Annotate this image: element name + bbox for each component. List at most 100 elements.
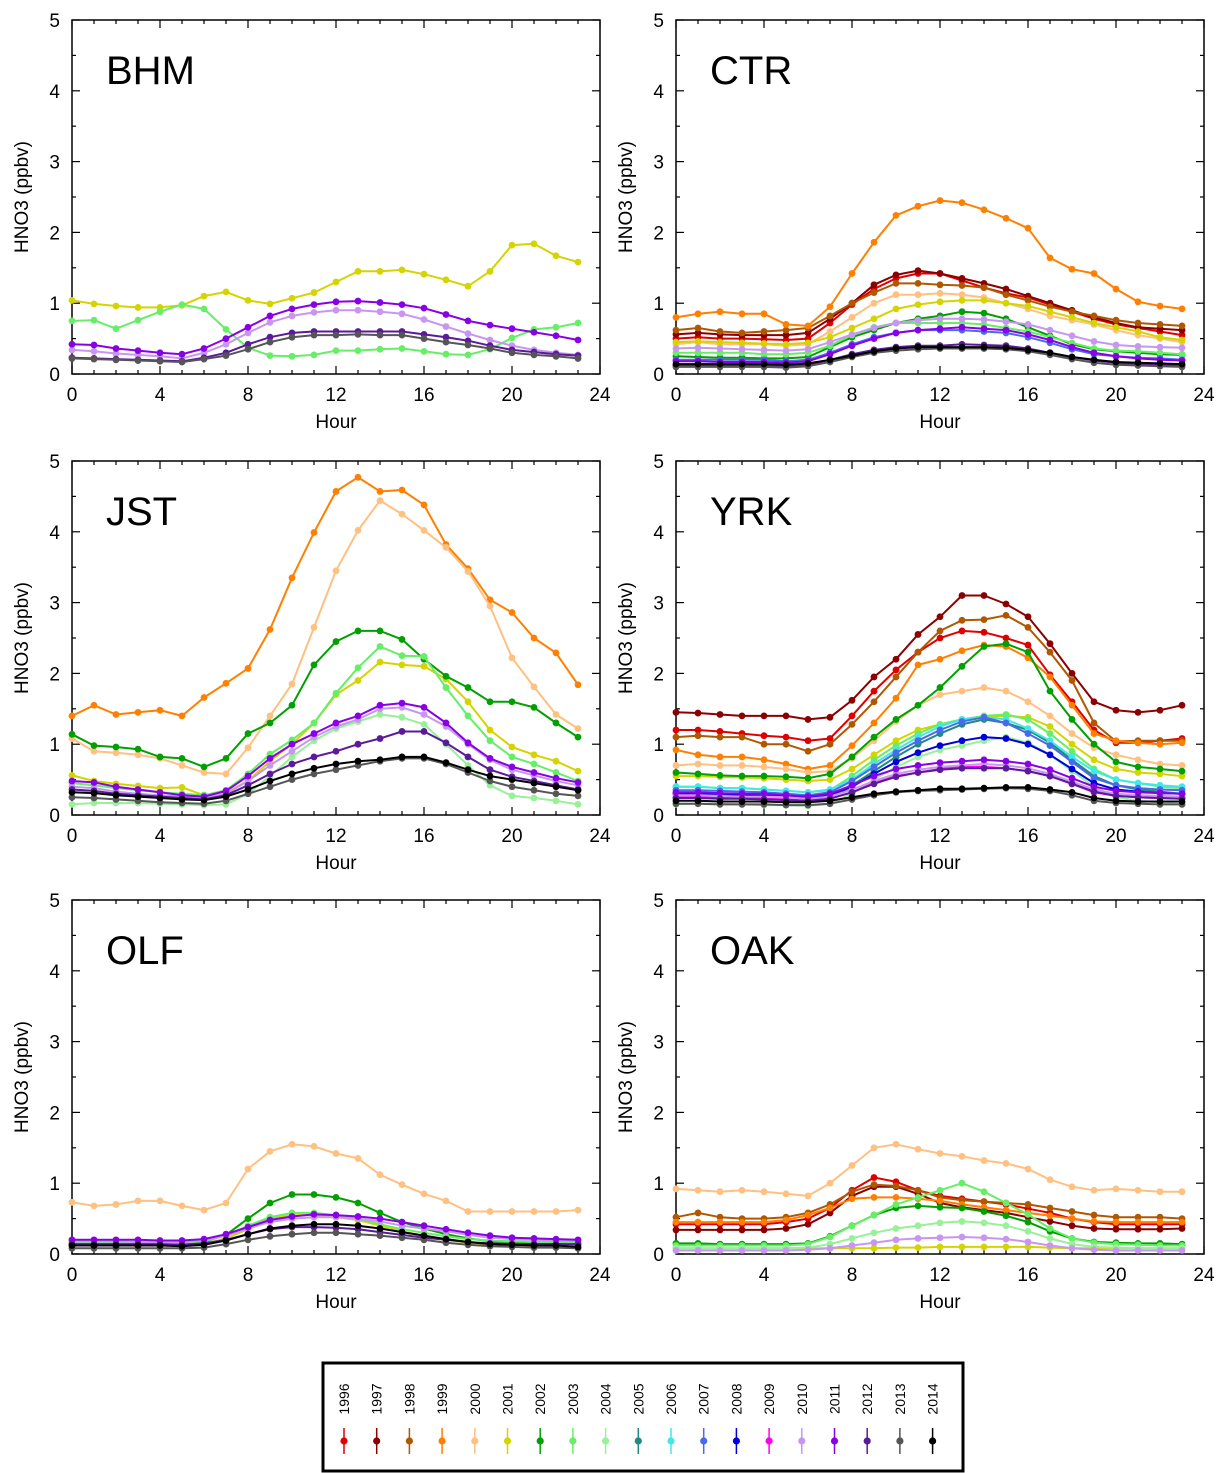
data-point	[980, 643, 988, 650]
data-point	[1024, 783, 1032, 791]
data-point	[332, 306, 340, 314]
x-tick-label: 24	[589, 385, 611, 406]
data-point	[442, 684, 450, 691]
data-point	[508, 325, 516, 333]
data-point	[1068, 670, 1076, 677]
data-point	[1112, 1213, 1120, 1221]
data-point	[826, 328, 834, 335]
series-line	[675, 299, 1183, 346]
data-point	[848, 270, 856, 277]
series-line	[676, 347, 1183, 369]
data-point	[782, 361, 790, 369]
data-point	[870, 687, 878, 695]
data-point	[694, 732, 702, 740]
data-point	[672, 746, 680, 754]
data-point	[1090, 319, 1098, 327]
data-point	[266, 626, 274, 633]
data-point	[134, 793, 142, 800]
data-point	[398, 266, 406, 274]
data-point	[1090, 740, 1098, 748]
x-tick-label: 24	[589, 826, 611, 847]
data-point	[672, 360, 680, 368]
data-point	[222, 352, 230, 359]
data-point	[398, 753, 406, 761]
data-point	[870, 1174, 878, 1181]
data-point	[1068, 758, 1076, 766]
data-point	[760, 732, 768, 740]
data-point	[1002, 634, 1010, 642]
data-point	[1046, 1204, 1054, 1212]
data-point	[354, 757, 362, 765]
data-point	[1112, 341, 1120, 349]
data-point	[1046, 1218, 1054, 1225]
data-point	[1156, 1213, 1164, 1221]
x-tick-label: 4	[155, 1265, 166, 1286]
data-point	[958, 718, 966, 725]
data-point	[222, 679, 230, 687]
data-point	[760, 1247, 768, 1254]
data-point	[90, 355, 98, 363]
site-label: OLF	[106, 929, 184, 973]
data-point	[90, 1242, 98, 1249]
data-point	[980, 684, 988, 691]
y-tick-label: 5	[653, 891, 664, 912]
data-point	[90, 799, 98, 807]
data-point	[1024, 1165, 1032, 1173]
data-point	[354, 664, 362, 672]
legend-swatch-dot	[700, 1437, 708, 1445]
data-point	[716, 762, 724, 769]
data-point	[112, 1242, 120, 1249]
data-point	[738, 339, 746, 347]
data-point	[464, 568, 472, 575]
data-point	[222, 1237, 230, 1244]
data-point	[376, 497, 384, 505]
x-tick-label: 16	[1017, 826, 1038, 847]
data-point	[738, 1247, 746, 1254]
data-point	[716, 1218, 724, 1226]
data-point	[804, 345, 812, 353]
data-point	[1002, 1243, 1010, 1251]
series-2002	[68, 627, 582, 771]
data-point	[376, 308, 384, 316]
x-tick-label: 0	[67, 826, 78, 847]
data-point	[958, 592, 966, 599]
data-point	[376, 658, 384, 666]
data-point	[1002, 285, 1010, 293]
data-point	[244, 665, 252, 672]
data-point	[1156, 1225, 1164, 1233]
series-line	[675, 272, 1183, 341]
data-point	[222, 335, 230, 342]
data-point	[870, 238, 878, 246]
data-point	[442, 333, 450, 341]
data-point	[244, 772, 252, 780]
data-point	[694, 770, 702, 778]
legend-item-2013: 2013	[892, 1383, 908, 1454]
data-point	[1178, 701, 1186, 709]
data-point	[90, 779, 98, 786]
data-point	[222, 288, 230, 296]
data-point	[464, 1229, 472, 1237]
y-tick-label: 4	[49, 82, 60, 103]
data-point	[1156, 302, 1164, 310]
data-point	[486, 1232, 494, 1239]
data-point	[826, 797, 834, 805]
data-point	[244, 1230, 252, 1238]
data-point	[288, 770, 296, 778]
data-point	[1178, 322, 1186, 330]
data-point	[1068, 701, 1076, 709]
data-point	[332, 1229, 340, 1237]
data-point	[332, 567, 340, 575]
data-point	[574, 258, 582, 266]
data-point	[1002, 1159, 1010, 1167]
y-tick-label: 1	[49, 294, 60, 315]
data-point	[552, 769, 560, 776]
data-point	[156, 357, 164, 365]
data-point	[804, 1211, 812, 1219]
legend-item-1996: 1996	[336, 1383, 352, 1454]
data-point	[848, 313, 856, 321]
data-point	[914, 661, 922, 669]
x-axis-title: Hour	[315, 412, 357, 433]
data-point	[222, 340, 230, 348]
data-point	[892, 1140, 900, 1148]
data-point	[980, 592, 988, 599]
